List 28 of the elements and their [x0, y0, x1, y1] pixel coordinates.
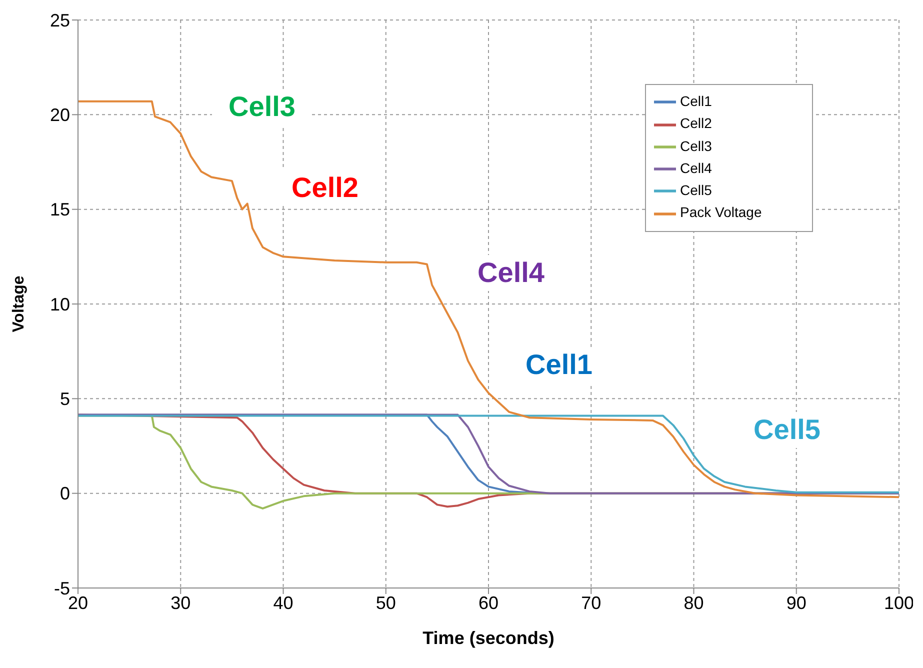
- legend-label: Cell4: [680, 160, 712, 176]
- x-axis-title: Time (seconds): [422, 628, 554, 648]
- x-tick-label: 80: [684, 592, 704, 613]
- y-tick-label: 25: [50, 10, 70, 30]
- y-tick-label: -5: [54, 578, 70, 598]
- annotation: Cell3: [212, 89, 312, 125]
- x-tick-label: 70: [581, 592, 602, 613]
- annotation: Cell5: [737, 412, 837, 448]
- annotation: Cell4: [461, 255, 561, 291]
- x-tick-label: 30: [170, 592, 191, 613]
- y-tick-label: 5: [60, 389, 70, 410]
- x-tick-label: 50: [376, 592, 396, 613]
- x-tick-label: 60: [478, 592, 499, 613]
- y-tick-label: 20: [50, 105, 70, 126]
- annotation: Cell1: [509, 347, 609, 383]
- x-tick-label: 40: [273, 592, 294, 613]
- y-tick-label: 15: [50, 200, 70, 220]
- legend-label: Cell5: [680, 182, 712, 198]
- annotation: Cell2: [275, 170, 375, 206]
- legend-label: Cell3: [680, 138, 712, 154]
- legend-label: Pack Voltage: [680, 204, 762, 220]
- x-tick-label: 90: [786, 592, 806, 613]
- y-tick-label: 10: [50, 294, 70, 314]
- x-tick-label: 100: [884, 592, 914, 613]
- y-tick-label: 0: [60, 484, 70, 504]
- legend-label: Cell1: [680, 93, 712, 109]
- legend-label: Cell2: [680, 115, 712, 132]
- y-axis-title: Voltage: [10, 276, 28, 332]
